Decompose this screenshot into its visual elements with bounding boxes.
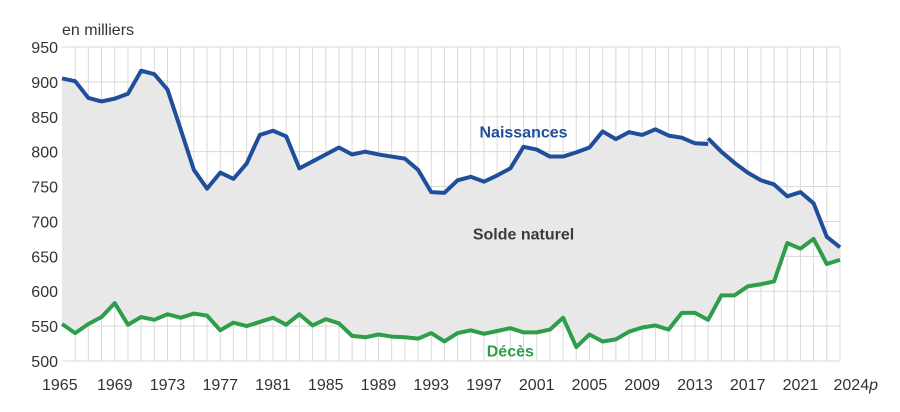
x-tick-label: 2021 — [783, 377, 819, 394]
x-tick-label: 2009 — [624, 377, 660, 394]
d-c-s-line — [60, 236, 841, 350]
x-tick-label: 2017 — [730, 377, 766, 394]
x-tick-label: 2001 — [519, 377, 555, 394]
x-tick-label: 1965 — [42, 377, 78, 394]
x-tick-label: 1977 — [202, 377, 238, 394]
naissances-label: Naissances — [479, 124, 567, 141]
x-tick-label: 1969 — [97, 377, 133, 394]
x-tick-label: 1985 — [308, 377, 344, 394]
solde-naturel-label: Solde naturel — [473, 226, 574, 243]
solde-naturel-fill — [62, 70, 840, 348]
x-tick-label: 2024p — [834, 377, 879, 394]
x-tick-label: 1981 — [255, 377, 291, 394]
unit-label: en milliers — [62, 22, 134, 39]
y-tick-label: 750 — [31, 180, 58, 197]
x-tick-label: 1973 — [150, 377, 186, 394]
y-tick-label: 500 — [31, 354, 58, 371]
naissances-line — [706, 136, 842, 249]
x-tick-label: 2005 — [572, 377, 608, 394]
series-lines — [60, 68, 842, 350]
y-tick-label: 700 — [31, 214, 58, 231]
x-axis: 1965 1969 1973 1977 1981 1985 1989 1993 1997 2001… — [42, 377, 878, 394]
y-tick-label: 600 — [31, 284, 58, 301]
naissances-line — [61, 68, 709, 195]
solde-naturel-area — [62, 70, 840, 348]
annotations: Naissances Solde naturel Décès — [473, 124, 574, 360]
x-tick-label: 1989 — [361, 377, 397, 394]
y-axis: 500 550 600 650 700 750 800 850 900 950 — [31, 40, 58, 371]
x-tick-label: 1993 — [413, 377, 449, 394]
deces-label: Décès — [487, 344, 534, 361]
y-tick-label: 950 — [31, 40, 58, 57]
y-tick-label: 550 — [31, 319, 58, 336]
x-tick-label: 2013 — [677, 377, 713, 394]
y-tick-label: 650 — [31, 249, 58, 266]
x-tick-label: 1997 — [466, 377, 502, 394]
y-tick-label: 900 — [31, 75, 58, 92]
y-tick-label: 850 — [31, 110, 58, 127]
y-tick-label: 800 — [31, 145, 58, 162]
